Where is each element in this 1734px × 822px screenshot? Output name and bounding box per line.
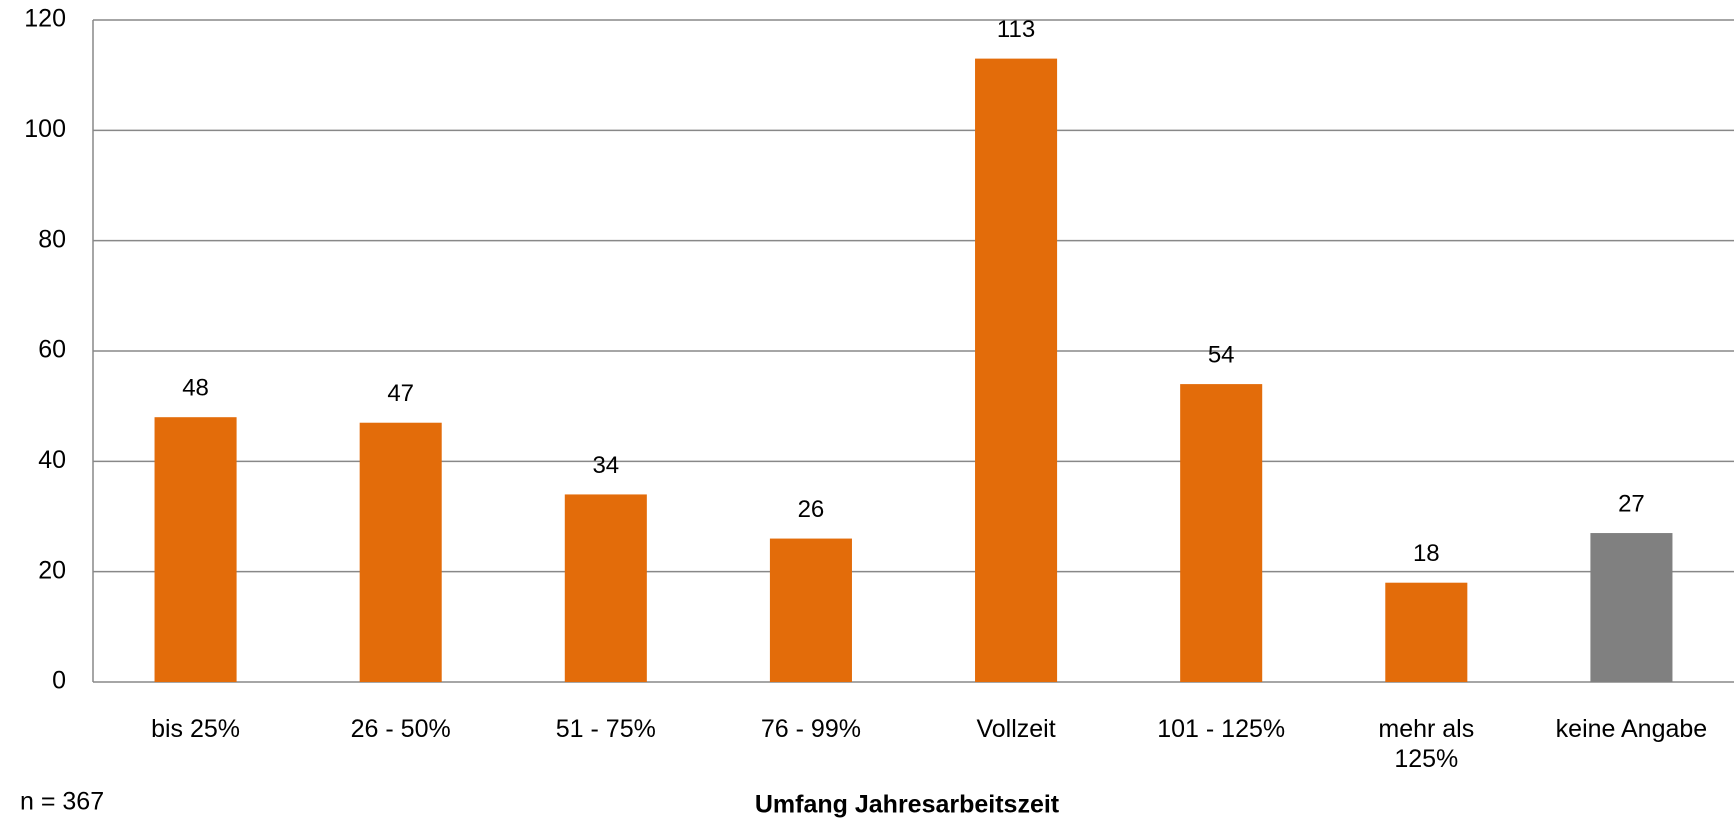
x-tick-label: 51 - 75% bbox=[555, 715, 656, 743]
x-tick-label: mehr als 125% bbox=[1378, 715, 1475, 773]
y-tick-label: 60 bbox=[38, 336, 66, 364]
data-label: 113 bbox=[997, 16, 1035, 43]
data-label: 26 bbox=[798, 496, 825, 523]
data-label: 34 bbox=[592, 452, 619, 479]
x-tick-label: keine Angabe bbox=[1555, 715, 1708, 743]
bar bbox=[769, 538, 852, 682]
data-label: 27 bbox=[1618, 490, 1645, 517]
bar bbox=[1590, 533, 1673, 682]
y-tick-label: 40 bbox=[38, 446, 66, 474]
x-tick-label: 101 - 125% bbox=[1157, 715, 1286, 743]
bar bbox=[154, 417, 237, 682]
bar bbox=[975, 58, 1058, 683]
x-tick-label: bis 25% bbox=[151, 715, 241, 743]
x-axis-title: Umfang Jahresarbeitszeit bbox=[755, 791, 1060, 819]
y-tick-label: 100 bbox=[24, 115, 66, 143]
x-tick-label: Vollzeit bbox=[976, 715, 1056, 743]
y-tick-label: 120 bbox=[24, 5, 66, 33]
data-label: 54 bbox=[1208, 341, 1235, 368]
x-tick-label: 26 - 50% bbox=[350, 715, 451, 743]
x-tick-label: 76 - 99% bbox=[760, 715, 861, 743]
bar bbox=[564, 494, 647, 682]
data-label: 18 bbox=[1413, 540, 1440, 567]
y-tick-label: 20 bbox=[38, 556, 66, 584]
bar bbox=[359, 422, 442, 682]
bar bbox=[1385, 582, 1468, 682]
data-label: 47 bbox=[387, 380, 414, 407]
bar bbox=[1180, 384, 1263, 682]
y-tick-label: 0 bbox=[52, 667, 66, 695]
note: n = 367 bbox=[20, 788, 104, 816]
data-label: 48 bbox=[182, 375, 209, 402]
y-tick-label: 80 bbox=[38, 225, 66, 253]
